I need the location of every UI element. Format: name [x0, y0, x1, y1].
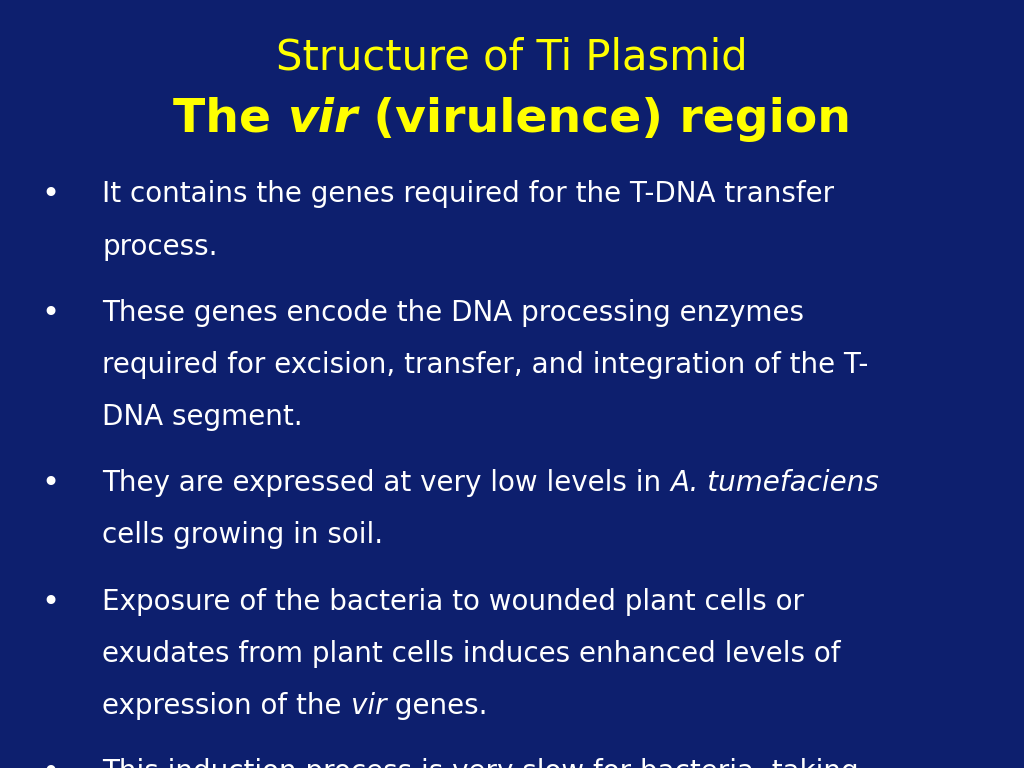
Text: •: •: [41, 299, 59, 328]
Text: genes.: genes.: [386, 692, 487, 720]
Text: •: •: [41, 180, 59, 210]
Text: This induction process is very slow for bacteria, taking: This induction process is very slow for …: [102, 758, 859, 768]
Text: required for excision, transfer, and integration of the T-: required for excision, transfer, and int…: [102, 351, 868, 379]
Text: They are expressed at very low levels in: They are expressed at very low levels in: [102, 469, 671, 497]
Text: It contains the genes required for the T-DNA transfer: It contains the genes required for the T…: [102, 180, 835, 208]
Text: •: •: [41, 469, 59, 498]
Text: Structure of Ti Plasmid: Structure of Ti Plasmid: [276, 37, 748, 78]
Text: •: •: [41, 758, 59, 768]
Text: The: The: [173, 97, 287, 141]
Text: These genes encode the DNA processing enzymes: These genes encode the DNA processing en…: [102, 299, 805, 326]
Text: cells growing in soil.: cells growing in soil.: [102, 521, 384, 549]
Text: vir: vir: [351, 692, 386, 720]
Text: exudates from plant cells induces enhanced levels of: exudates from plant cells induces enhanc…: [102, 640, 841, 667]
Text: •: •: [41, 588, 59, 617]
Text: vir: vir: [287, 97, 357, 141]
Text: (virulence) region: (virulence) region: [357, 97, 851, 141]
Text: expression of the: expression of the: [102, 692, 351, 720]
Text: process.: process.: [102, 233, 218, 260]
Text: Exposure of the bacteria to wounded plant cells or: Exposure of the bacteria to wounded plan…: [102, 588, 805, 615]
Text: A. tumefaciens: A. tumefaciens: [671, 469, 880, 497]
Text: DNA segment.: DNA segment.: [102, 403, 303, 431]
